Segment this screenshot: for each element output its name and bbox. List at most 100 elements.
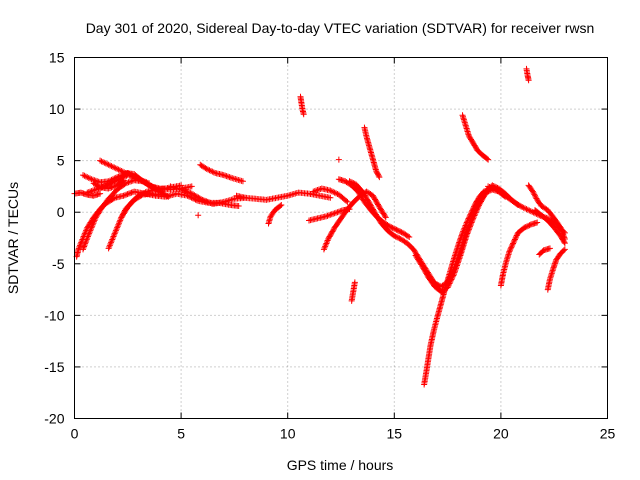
data-point: [327, 194, 334, 201]
data-point: [529, 188, 536, 195]
data-point: [104, 181, 111, 188]
data-point: [109, 183, 116, 190]
data-point: [80, 246, 87, 253]
data-point: [205, 166, 212, 173]
x-axis-label: GPS time / hours: [287, 457, 394, 473]
data-point: [97, 157, 104, 164]
data-point: [187, 190, 194, 197]
data-point: [397, 228, 404, 235]
data-point: [510, 240, 517, 247]
data-point: [84, 235, 91, 241]
y-tick-label: 15: [49, 50, 65, 66]
data-point: [421, 266, 428, 273]
data-point: [452, 263, 459, 270]
data-point: [116, 167, 123, 174]
data-point: [395, 227, 402, 234]
data-point: [484, 155, 491, 162]
data-point: [88, 176, 95, 183]
data-point: [86, 229, 93, 236]
data-point: [179, 187, 186, 194]
data-point: [108, 163, 115, 170]
data-point: [322, 243, 329, 250]
data-point: [184, 189, 191, 196]
data-point: [109, 235, 116, 241]
data-point: [466, 219, 473, 226]
data-point: [333, 209, 340, 216]
y-tick-label: 5: [57, 153, 65, 169]
data-point: [111, 175, 118, 182]
data-point: [86, 230, 93, 237]
data-point: [325, 234, 332, 241]
data-point: [324, 212, 331, 219]
data-point: [89, 187, 96, 194]
data-point: [107, 177, 114, 184]
series-arc-09: [118, 190, 163, 221]
data-point: [97, 190, 104, 197]
data-point: [487, 184, 494, 191]
y-tick-label: 10: [49, 101, 65, 117]
data-point: [81, 243, 88, 250]
data-point: [126, 178, 133, 185]
data-point: [512, 235, 519, 242]
data-point: [105, 161, 112, 168]
series-arc-06: [80, 170, 153, 187]
data-point: [530, 189, 537, 196]
data-point: [465, 222, 472, 229]
series-arc-22: [348, 279, 358, 304]
data-point: [560, 247, 567, 254]
data-point: [117, 217, 124, 224]
data-point: [366, 200, 373, 207]
data-point: [85, 174, 92, 181]
data-point: [84, 174, 91, 181]
data-point: [369, 192, 376, 199]
data-point: [210, 169, 217, 176]
data-point: [433, 281, 440, 288]
data-point: [120, 177, 127, 184]
data-point: [82, 239, 89, 246]
data-point: [421, 267, 428, 274]
data-point: [121, 169, 128, 176]
y-tick-label: -5: [52, 256, 65, 272]
data-point: [520, 204, 527, 211]
data-point: [165, 193, 172, 200]
data-point: [115, 220, 122, 227]
data-point: [450, 267, 457, 274]
data-point: [81, 242, 88, 249]
data-point: [453, 258, 460, 265]
data-point: [127, 190, 134, 197]
data-point: [522, 205, 529, 212]
x-tick-labels: 0 5 10 15 20 25: [71, 426, 616, 442]
data-point: [374, 200, 381, 207]
data-point: [328, 188, 335, 195]
data-point: [449, 268, 456, 275]
data-point: [111, 183, 118, 190]
data-point: [344, 198, 351, 205]
data-point: [546, 245, 553, 252]
data-point: [123, 191, 130, 198]
data-point: [111, 232, 118, 239]
data-point: [335, 156, 342, 163]
data-point: [199, 196, 206, 203]
data-point: [329, 228, 336, 235]
data-point: [534, 219, 541, 226]
data-point: [389, 224, 396, 231]
data-point: [349, 179, 356, 186]
data-point: [124, 179, 131, 186]
data-point: [323, 240, 330, 247]
data-point: [314, 187, 321, 194]
data-point: [347, 178, 354, 185]
data-point: [454, 255, 461, 262]
data-point: [446, 275, 453, 282]
series-arc-27: [459, 112, 492, 163]
data-point: [108, 237, 115, 244]
data-point: [327, 211, 334, 218]
data-point: [128, 178, 135, 185]
data-point: [454, 257, 461, 264]
data-point: [381, 213, 388, 220]
data-point: [111, 230, 118, 237]
data-point: [507, 247, 514, 254]
data-point: [473, 205, 480, 212]
data-point: [388, 224, 395, 231]
data-point: [328, 211, 335, 218]
series-arc-15: [297, 93, 307, 118]
